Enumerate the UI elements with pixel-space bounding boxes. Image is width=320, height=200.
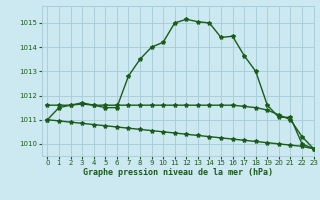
X-axis label: Graphe pression niveau de la mer (hPa): Graphe pression niveau de la mer (hPa) <box>83 168 273 177</box>
